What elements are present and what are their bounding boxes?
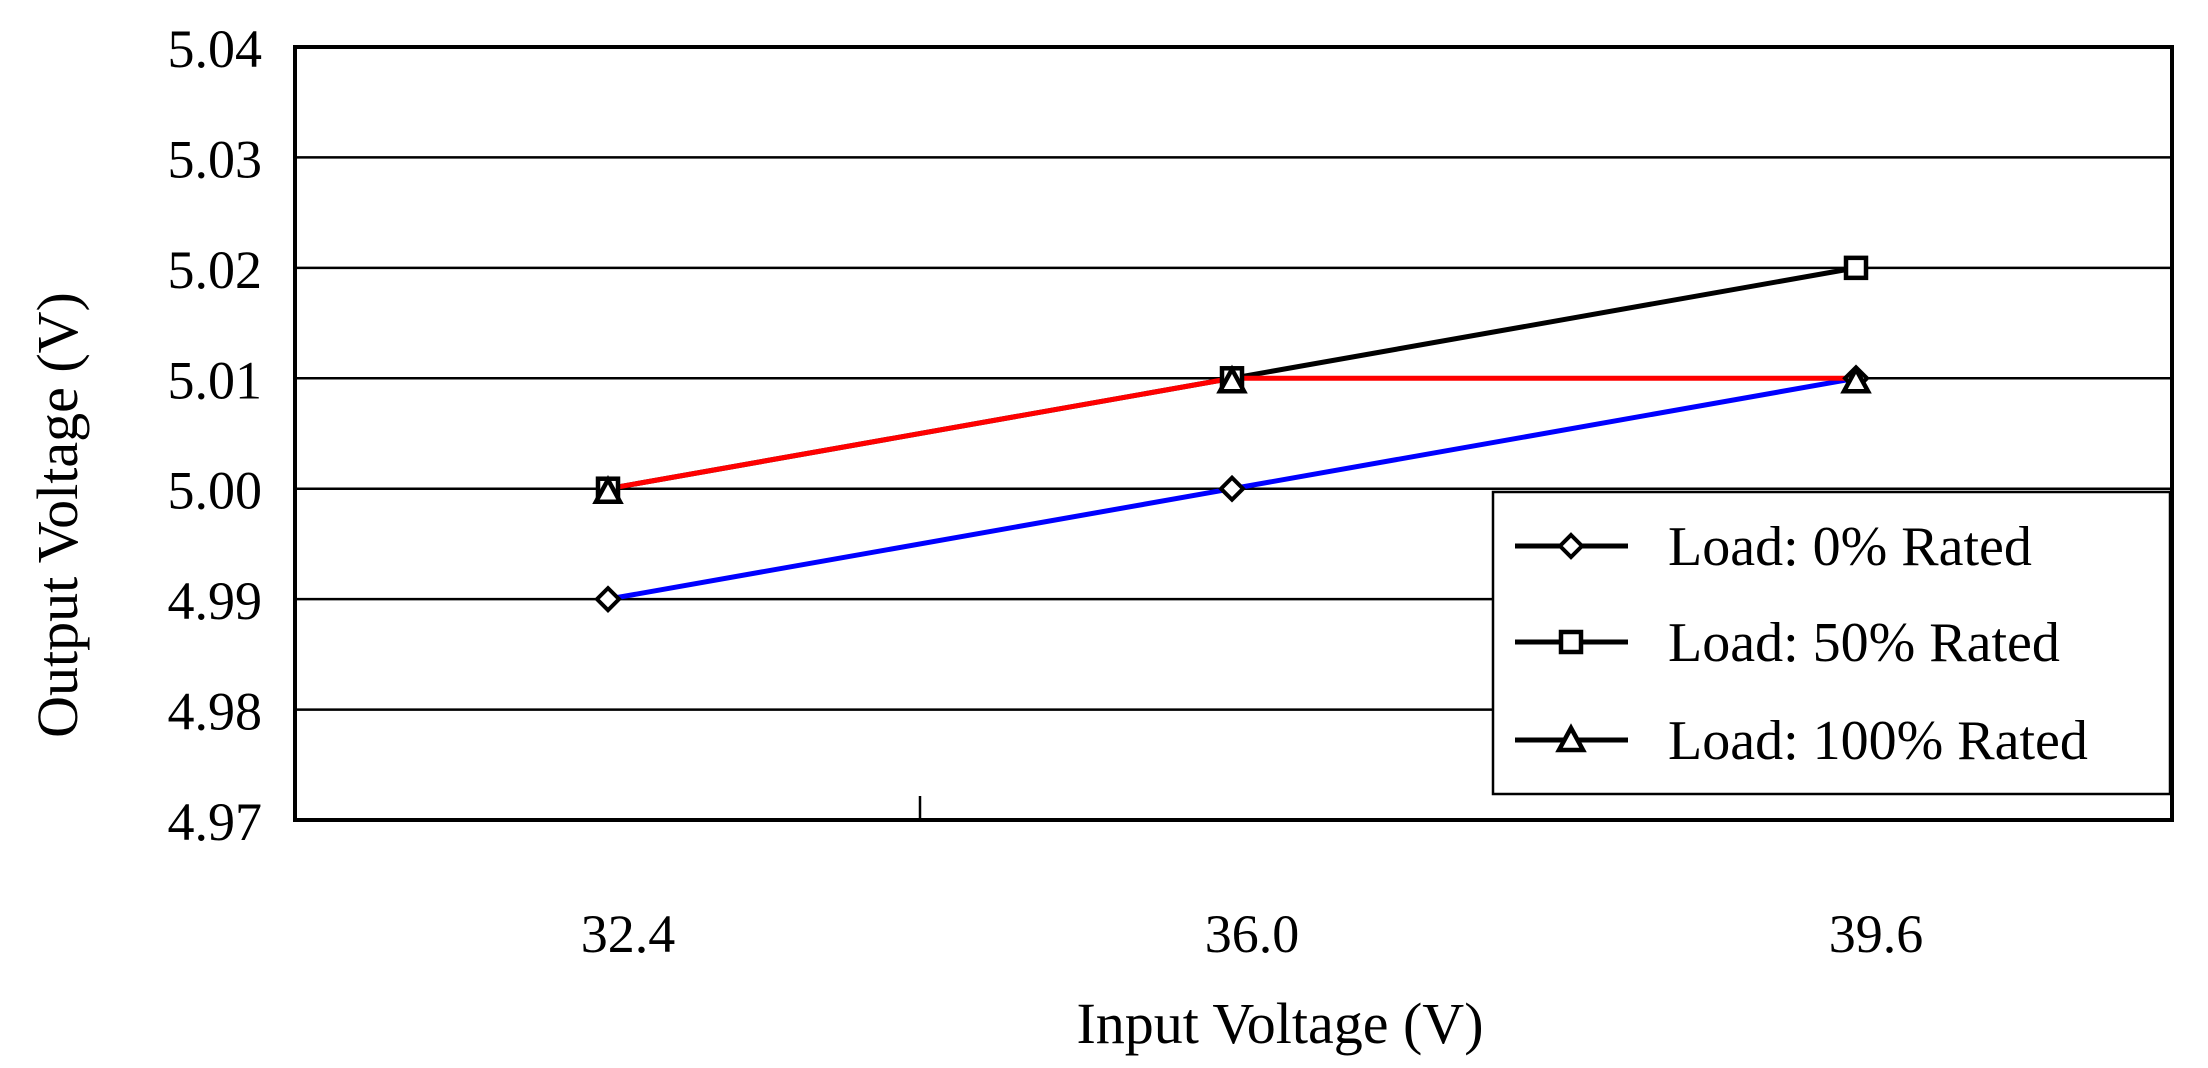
x-tick-label: 36.0: [1205, 904, 1300, 964]
data-markers: [592, 255, 1872, 613]
y-tick-label: 5.00: [168, 461, 263, 521]
y-tick-label: 5.03: [168, 129, 263, 189]
y-axis-ticks: 5.04 5.03 5.02 5.01 5.00 4.99 4.98 4.97: [168, 19, 263, 852]
x-axis-title: Input Voltage (V): [1076, 991, 1483, 1056]
plot-frame: [293, 45, 2174, 822]
legend-label: Load: 0% Rated: [1668, 516, 2032, 578]
y-tick-label: 5.01: [168, 350, 263, 410]
y-tick-label: 5.04: [168, 19, 263, 79]
diamond-marker: [1218, 474, 1246, 503]
y-tick-label: 4.98: [168, 682, 263, 742]
series-line: [607, 375, 1856, 492]
diamond-marker: [594, 585, 622, 613]
diamond-marker: [1557, 532, 1585, 560]
legend-label: Load: 100% Rated: [1668, 710, 2088, 772]
y-tick-label: 4.97: [168, 792, 263, 852]
x-axis-ticks: 32.4 36.0 39.6: [581, 796, 1924, 964]
triangle-marker: [1216, 364, 1248, 394]
triangle-marker: [592, 475, 624, 504]
square-marker: [1558, 629, 1584, 655]
triangle-marker: [1555, 723, 1587, 753]
square-marker: [1843, 255, 1869, 281]
y-tick-label: 4.99: [168, 571, 263, 631]
legend-label: Load: 50% Rated: [1668, 612, 2060, 674]
legend-item: Load: 0% Rated: [1515, 516, 2032, 578]
triangle-marker: [1840, 364, 1872, 394]
legend: Load: 0% Rated Load: 50% Rated Load: 100% …: [1491, 490, 2172, 796]
x-tick-label: 39.6: [1829, 904, 1924, 964]
y-axis-title: Output Voltage (V): [25, 292, 90, 738]
legend-item: Load: 50% Rated: [1515, 612, 2060, 674]
y-tick-label: 5.02: [168, 240, 263, 300]
x-tick-label: 32.4: [581, 904, 676, 964]
legend-item: Load: 100% Rated: [1515, 710, 2088, 772]
